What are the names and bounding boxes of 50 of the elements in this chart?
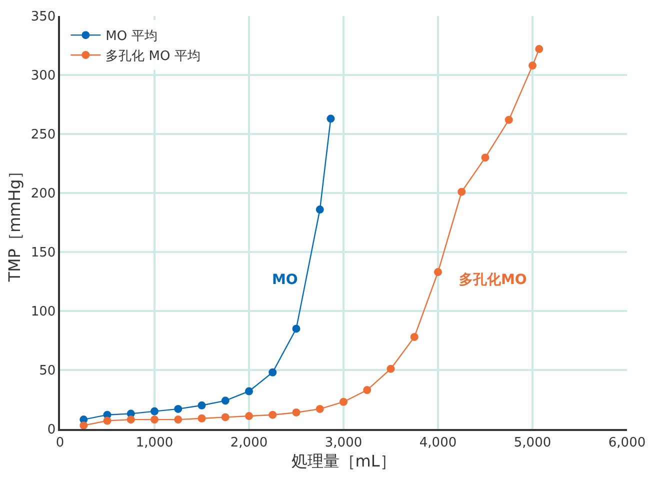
annotation: 多孔化MO bbox=[459, 272, 527, 288]
point bbox=[504, 116, 513, 124]
point bbox=[221, 396, 230, 405]
y-tick-label: 350 bbox=[30, 10, 56, 25]
point bbox=[126, 416, 135, 424]
point bbox=[326, 114, 335, 123]
point bbox=[528, 62, 536, 70]
point bbox=[245, 412, 253, 420]
point bbox=[150, 407, 158, 416]
point bbox=[535, 45, 544, 54]
x-tick-label: 6,000 bbox=[608, 435, 646, 450]
point bbox=[103, 416, 112, 425]
point bbox=[340, 398, 348, 406]
x-tick-label: 4,000 bbox=[419, 435, 457, 450]
x-tick-label: 2,000 bbox=[230, 435, 268, 450]
point bbox=[410, 332, 418, 341]
point bbox=[292, 324, 300, 333]
point bbox=[198, 401, 206, 410]
legend-label: MO 平均 bbox=[106, 29, 158, 44]
legend-label: 多孔化 MO 平均 bbox=[106, 49, 200, 64]
point bbox=[150, 416, 158, 424]
x-tick-label: 3,000 bbox=[324, 435, 362, 450]
point bbox=[316, 404, 324, 413]
point bbox=[80, 421, 88, 429]
point bbox=[481, 154, 490, 162]
point bbox=[221, 413, 230, 422]
point bbox=[268, 410, 277, 419]
y-tick-label: 50 bbox=[39, 364, 56, 379]
point bbox=[245, 387, 253, 396]
y-tick-label: 200 bbox=[30, 186, 56, 202]
point bbox=[198, 414, 206, 422]
y-tick-label: 250 bbox=[30, 128, 56, 143]
point bbox=[174, 404, 182, 413]
point bbox=[268, 368, 277, 376]
point bbox=[386, 364, 395, 373]
annotation: MO bbox=[272, 272, 298, 288]
point bbox=[316, 206, 324, 214]
y-axis-title: TMP［mmHg］ bbox=[5, 163, 24, 283]
point bbox=[434, 268, 442, 276]
point bbox=[458, 188, 466, 196]
point bbox=[292, 408, 300, 416]
x-tick-label: 5,000 bbox=[514, 435, 552, 450]
x-axis-title: 処理量［mL］ bbox=[291, 452, 396, 471]
point bbox=[363, 386, 372, 394]
point bbox=[174, 416, 182, 424]
y-tick-label: 150 bbox=[30, 246, 56, 261]
y-tick-label: 300 bbox=[30, 68, 56, 84]
y-tick-label: 0 bbox=[47, 422, 56, 438]
x-tick-label: 1,000 bbox=[136, 435, 174, 450]
y-tick-label: 100 bbox=[30, 304, 56, 320]
